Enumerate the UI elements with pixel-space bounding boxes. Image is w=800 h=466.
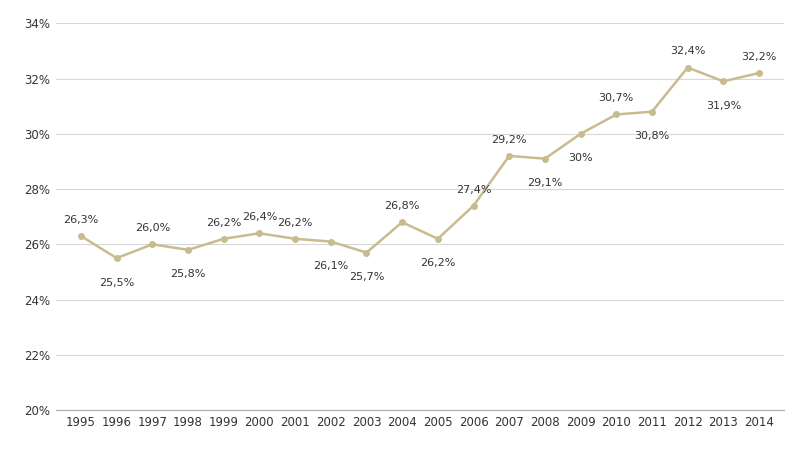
Text: 30,7%: 30,7% [598,93,634,103]
Text: 26,3%: 26,3% [63,215,98,225]
Text: 25,5%: 25,5% [99,278,134,288]
Text: 29,1%: 29,1% [527,178,562,188]
Text: 30,8%: 30,8% [634,131,670,141]
Text: 26,4%: 26,4% [242,212,277,222]
Text: 29,2%: 29,2% [491,135,527,145]
Text: 27,4%: 27,4% [456,185,491,194]
Text: 25,8%: 25,8% [170,269,206,279]
Text: 25,7%: 25,7% [349,272,384,282]
Text: 32,2%: 32,2% [742,52,777,62]
Text: 26,2%: 26,2% [278,218,313,228]
Text: 30%: 30% [568,153,593,163]
Text: 26,8%: 26,8% [385,201,420,211]
Text: 26,1%: 26,1% [313,261,349,271]
Text: 26,2%: 26,2% [420,258,455,268]
Text: 26,2%: 26,2% [206,218,242,228]
Text: 31,9%: 31,9% [706,101,741,111]
Text: 26,0%: 26,0% [134,223,170,233]
Text: 32,4%: 32,4% [670,47,706,56]
